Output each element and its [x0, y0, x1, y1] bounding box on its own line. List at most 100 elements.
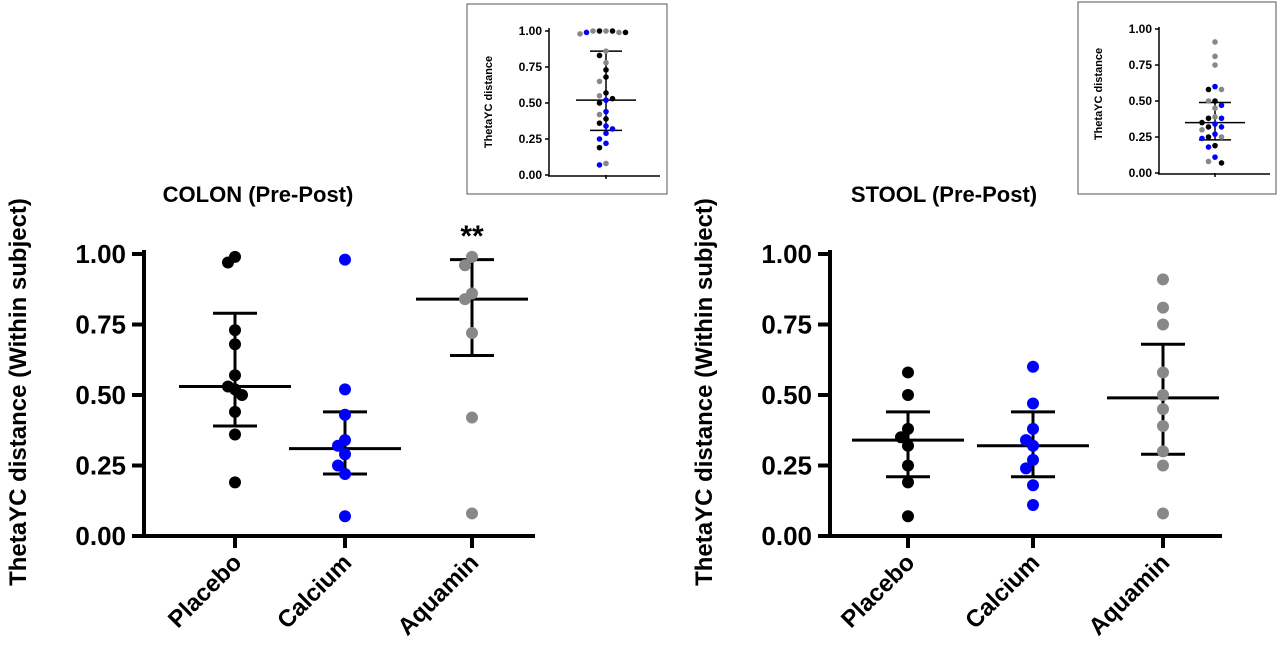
colon-y-tick-label: 0.50 — [75, 380, 126, 410]
colon-placebo-point — [222, 256, 234, 269]
sinset-point — [1205, 124, 1212, 130]
colon-inset: ThetaYC distance 0.00 0.25 0.50 0.75 1.00 — [466, 3, 668, 195]
colon-calcium-point — [339, 408, 351, 421]
cinset-point — [603, 140, 609, 147]
cinset-point — [596, 93, 603, 99]
stool-inset-frame — [1077, 1, 1277, 195]
stool-placebo-point — [902, 510, 914, 523]
colon-y-tick-label: 1.00 — [75, 239, 126, 269]
colon-placebo-point — [236, 389, 248, 401]
stool-aquamin-point — [1157, 445, 1169, 458]
sinset-y-tick-label: 0.50 — [1129, 94, 1153, 108]
cinset-point — [603, 74, 609, 80]
cinset-point — [622, 29, 629, 36]
colon-placebo-point — [229, 476, 241, 489]
sinset-point — [1218, 86, 1225, 93]
stool-aquamin-point — [1157, 420, 1169, 433]
stool-placebo-point — [902, 439, 914, 452]
sinset-point — [1212, 154, 1218, 160]
colon-calcium-point — [339, 510, 351, 523]
stool-y-tick-label: 0.00 — [761, 521, 812, 551]
cinset-point — [603, 59, 609, 66]
stool-category-label-aquamin: Aquamin — [1084, 549, 1176, 641]
colon-category-label-placebo: Placebo — [163, 549, 247, 633]
cinset-point — [596, 144, 603, 151]
sinset-point — [1212, 39, 1218, 45]
colon-placebo-point — [229, 369, 241, 382]
colon-significance-label: ** — [460, 220, 484, 253]
colon-calcium-point — [339, 448, 351, 461]
cinset-point — [596, 100, 603, 106]
sinset-point — [1218, 124, 1225, 130]
colon-aquamin-point — [466, 326, 478, 339]
stool-calcium-point — [1027, 397, 1039, 410]
sinset-point — [1212, 53, 1218, 60]
cinset-point — [603, 67, 609, 73]
sinset-y-tick-label: 1.00 — [1129, 22, 1153, 36]
sinset-point — [1205, 144, 1212, 150]
cinset-point — [596, 28, 603, 34]
stool-y-tick-label: 1.00 — [761, 239, 812, 269]
stool-calcium-point — [1027, 422, 1039, 435]
cinset-point — [596, 120, 603, 126]
stool-placebo-point — [902, 366, 914, 379]
stool-placebo-point — [895, 431, 907, 444]
stool-calcium-point — [1027, 479, 1039, 492]
colon-aquamin-point — [466, 507, 478, 520]
colon-inset-frame — [466, 3, 668, 195]
sinset-point — [1212, 105, 1218, 111]
sinset-point — [1199, 119, 1205, 126]
stool-aquamin-point — [1157, 301, 1169, 314]
stool-aquamin-point — [1157, 403, 1169, 416]
stool-y-tick-label: 0.75 — [761, 310, 812, 340]
stool-placebo-point — [902, 422, 914, 435]
sinset-point — [1205, 134, 1212, 140]
colon-aquamin-point — [466, 411, 478, 424]
sinset-point — [1218, 160, 1225, 166]
stool-chart: STOOL (Pre-Post) ThetaYC distance (Withi… — [691, 182, 1222, 641]
cinset-point — [603, 90, 609, 96]
colon-calcium-point — [339, 253, 351, 266]
sinset-point — [1205, 86, 1212, 93]
stool-placebo-point — [902, 459, 914, 472]
stool-calcium-point — [1020, 462, 1032, 475]
cinset-y-tick-label: 1.00 — [519, 24, 543, 38]
stool-calcium-point — [1027, 360, 1039, 373]
sinset-point — [1205, 98, 1212, 104]
stool-inset-y-axis-label: ThetaYC distance — [1093, 48, 1105, 140]
stool-y-tick-label: 0.25 — [761, 451, 812, 481]
cinset-point — [609, 95, 616, 102]
sinset-point — [1212, 131, 1218, 137]
cinset-point — [603, 97, 609, 103]
stool-y-tick-label: 0.50 — [761, 380, 812, 410]
stool-inset: ThetaYC distance 0.00 0.25 0.50 0.75 1.00 — [1077, 1, 1277, 195]
colon-placebo-point — [229, 428, 241, 441]
cinset-point — [596, 136, 603, 142]
cinset-y-tick-label: 0.25 — [519, 132, 543, 146]
stool-aquamin-point — [1157, 507, 1169, 520]
cinset-y-tick-label: 0.00 — [519, 168, 543, 182]
cinset-point — [596, 78, 603, 85]
colon-placebo-point — [229, 338, 241, 351]
sinset-point — [1212, 98, 1218, 104]
cinset-point — [609, 126, 616, 132]
stool-aquamin-point — [1157, 459, 1169, 472]
cinset-point — [603, 28, 609, 34]
colon-inset-y-axis-label: ThetaYC distance — [483, 56, 495, 148]
cinset-point — [616, 29, 622, 36]
stool-aquamin-point — [1157, 366, 1169, 379]
colon-y-axis-label: ThetaYC distance (Within subject) — [5, 198, 32, 586]
stool-title: STOOL (Pre-Post) — [851, 182, 1037, 207]
colon-placebo-point — [229, 405, 241, 418]
stool-y-axis-label: ThetaYC distance (Within subject) — [691, 198, 718, 586]
cinset-point — [603, 116, 609, 122]
cinset-point — [603, 130, 609, 137]
colon-y-tick-label: 0.00 — [75, 521, 126, 551]
cinset-point — [596, 162, 603, 168]
colon-aquamin-point — [466, 250, 478, 263]
stool-category-label-calcium: Calcium — [960, 549, 1045, 634]
cinset-point — [603, 123, 609, 129]
sinset-point — [1212, 114, 1218, 120]
cinset-point — [596, 52, 603, 59]
